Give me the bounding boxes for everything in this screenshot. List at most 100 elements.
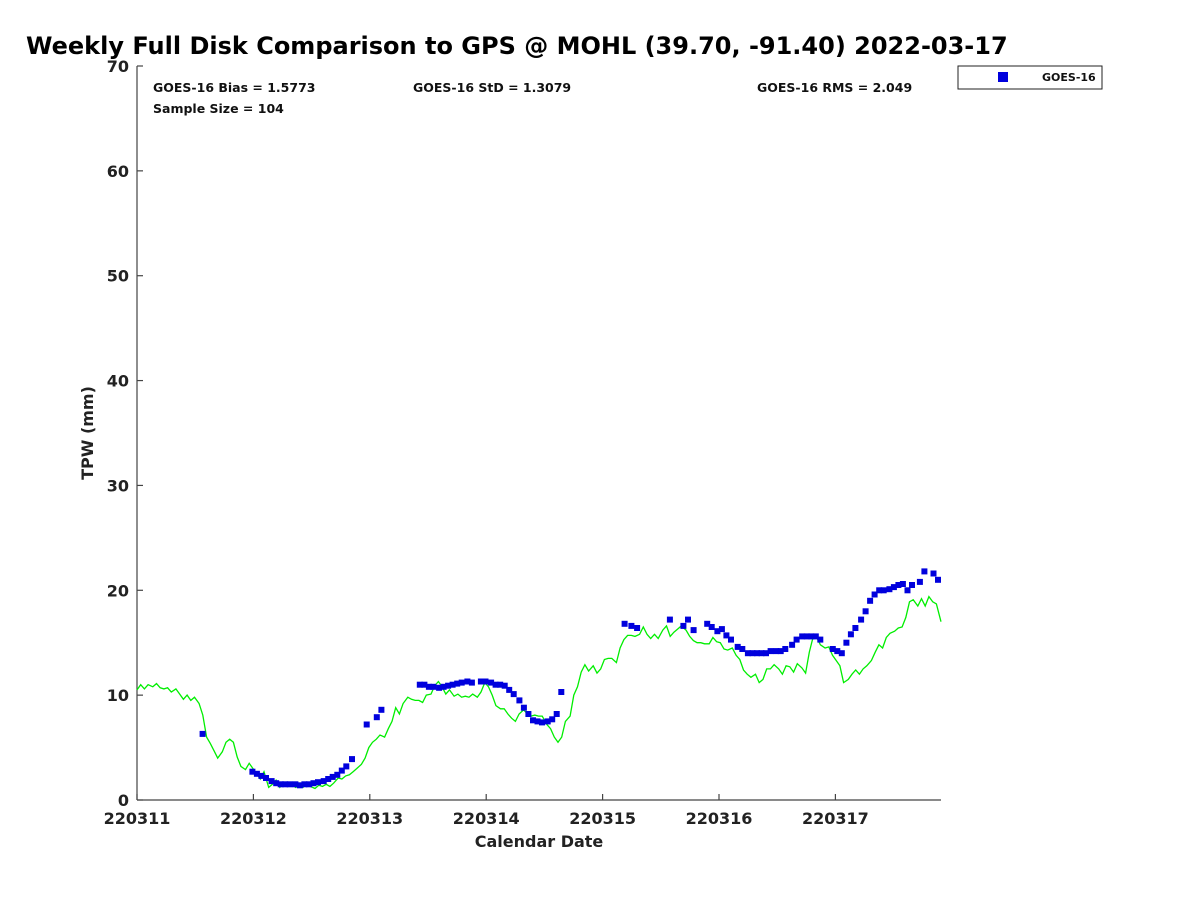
goes16-point (930, 570, 937, 577)
sample-size-stat: Sample Size = 104 (153, 101, 284, 116)
goes16-point (488, 679, 495, 686)
goes16-point (263, 775, 269, 781)
goes16-point (829, 646, 836, 652)
goes16-point (718, 626, 725, 633)
chart-title: Weekly Full Disk Comparison to GPS @ MOH… (26, 32, 1008, 60)
goes16-point (799, 633, 806, 640)
goes16-point (834, 648, 841, 655)
goes16-point (749, 650, 756, 657)
goes16-point (621, 620, 628, 627)
goes16-point (558, 689, 565, 695)
goes16-series (199, 568, 941, 789)
goes16-point (867, 597, 874, 604)
goes16-point (847, 631, 854, 638)
goes16-point (468, 679, 475, 686)
x-tick-label: 220311 (104, 809, 171, 828)
y-tick-label: 60 (107, 162, 129, 181)
goes16-point (843, 639, 850, 646)
x-tick-label: 220313 (336, 809, 403, 828)
rms-stat: GOES-16 RMS = 2.049 (757, 80, 912, 95)
y-tick-label: 0 (118, 791, 129, 810)
x-tick-label: 220315 (569, 809, 636, 828)
goes16-point (430, 683, 437, 690)
goes16-point (510, 691, 517, 698)
x-tick-label: 220317 (802, 809, 869, 828)
goes16-point (767, 648, 774, 655)
goes16-point (253, 770, 260, 777)
y-tick-label: 30 (107, 476, 129, 495)
goes16-point (880, 587, 887, 594)
goes16-point (273, 780, 280, 787)
goes16-point (838, 650, 845, 657)
goes16-point (286, 781, 293, 788)
goes16-point (734, 643, 741, 650)
y-axis-ticks: 0 10 20 30 40 50 60 70 (107, 57, 143, 810)
std-stat: GOES-16 StD = 1.3079 (413, 80, 571, 95)
y-tick-label: 70 (107, 57, 129, 76)
goes16-point (343, 763, 350, 770)
goes16-point (199, 730, 206, 737)
goes16-point (525, 711, 532, 717)
goes16-point (899, 581, 906, 587)
y-axis-label: TPW (mm) (78, 386, 97, 480)
goes16-point (306, 781, 312, 788)
goes16-point (777, 648, 784, 655)
goes16-point (363, 721, 370, 728)
goes16-point (895, 582, 902, 588)
goes16-point (723, 632, 730, 639)
goes16-point (454, 680, 461, 687)
goes16-point (416, 681, 423, 688)
goes16-point (373, 714, 380, 721)
goes16-point (520, 704, 527, 711)
x-tick-label: 220316 (686, 809, 753, 828)
goes16-point (782, 646, 789, 652)
goes16-point (704, 620, 711, 627)
goes16-point (539, 719, 545, 726)
legend: GOES-16 (957, 65, 1103, 90)
goes16-point (739, 646, 746, 652)
goes16-point (553, 711, 560, 717)
gps-series (136, 595, 942, 790)
goes16-point (793, 636, 800, 643)
goes16-point (458, 679, 465, 686)
bias-stat: GOES-16 Bias = 1.5773 (153, 80, 315, 95)
goes16-point (329, 773, 336, 780)
goes16-point (858, 616, 865, 623)
goes16-point (921, 568, 928, 575)
y-tick-label: 20 (107, 581, 129, 600)
goes16-point (808, 633, 815, 640)
goes16-point (334, 771, 341, 778)
goes16-point (812, 633, 819, 640)
x-axis-label: Calendar Date (475, 832, 604, 851)
goes16-point (320, 778, 327, 785)
goes16-point (268, 778, 275, 785)
goes16-point (916, 578, 923, 585)
goes16-point (803, 633, 810, 640)
goes16-point (425, 683, 432, 690)
goes16-point (817, 636, 824, 643)
goes16-point (349, 756, 355, 763)
goes16-point (482, 678, 489, 685)
goes16-point (530, 717, 536, 724)
goes16-point (325, 776, 332, 782)
goes16-point (378, 706, 385, 713)
goes16-point (516, 697, 523, 704)
goes16-point (544, 718, 551, 725)
goes16-point (549, 716, 556, 723)
goes16-point (301, 781, 308, 788)
goes16-point (501, 682, 508, 689)
gps-line (136, 595, 942, 790)
goes16-point (744, 650, 751, 657)
goes16-point (282, 781, 289, 788)
legend-marker-goes16 (998, 72, 1008, 82)
goes16-point (871, 591, 878, 598)
goes16-point (315, 779, 321, 786)
goes16-point (708, 624, 715, 630)
goes16-point (935, 576, 941, 583)
goes16-point (852, 625, 859, 631)
legend-entry-goes16: GOES-16 (1042, 71, 1096, 84)
goes16-point (890, 584, 897, 591)
goes16-point (258, 772, 265, 779)
goes16-point (714, 628, 721, 635)
